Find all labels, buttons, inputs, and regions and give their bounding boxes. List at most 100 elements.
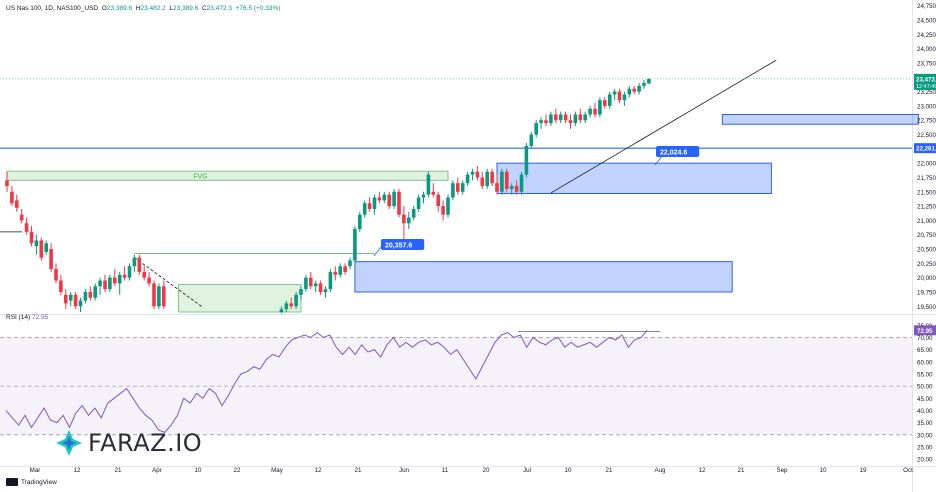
- candle-body: [392, 191, 396, 207]
- price-tick-label: 20,750.0: [917, 232, 936, 239]
- candle-body: [304, 277, 308, 290]
- rsi-tick-label: 70.00: [917, 335, 933, 342]
- time-tick-label: Jun: [399, 467, 410, 474]
- candle-body: [372, 197, 377, 209]
- candle-body: [162, 286, 166, 307]
- close-label: C: [201, 5, 207, 12]
- tag-upper-text: 22,024.6: [660, 150, 687, 157]
- time-tick-label: 22: [234, 467, 241, 474]
- candle-body: [627, 88, 632, 95]
- price-tick-label: 24,500.0: [917, 18, 936, 25]
- open-value: 23,389.6: [106, 5, 133, 12]
- candle-body: [563, 114, 568, 121]
- candle-body: [353, 228, 357, 261]
- candle-body: [98, 280, 102, 287]
- candle-body: [539, 120, 543, 124]
- candle-body: [524, 145, 529, 175]
- time-tick-label: 21: [115, 467, 122, 474]
- candle-body: [407, 217, 411, 224]
- price-tick-label: 20,500.0: [917, 247, 936, 254]
- price-tick-label: 21,750.0: [917, 175, 936, 182]
- candle-body: [15, 200, 19, 208]
- candle-body: [451, 183, 455, 198]
- time-tick-label: Sep: [776, 467, 788, 474]
- time-tick-label: 21: [355, 467, 362, 474]
- candle-body: [598, 100, 602, 115]
- price-tick-label: 20,000.0: [917, 275, 936, 282]
- tag-upper-bg: [656, 146, 700, 157]
- candle-body: [64, 294, 68, 304]
- candle-body: [142, 271, 146, 278]
- candle-body: [147, 277, 151, 284]
- time-tick-label: 11: [442, 467, 449, 474]
- candle-body: [34, 240, 39, 247]
- tag-lower-text: 20,357.6: [385, 243, 412, 250]
- candle-body: [19, 214, 24, 221]
- candle-body: [318, 283, 323, 292]
- candle-body: [382, 194, 387, 201]
- time-tick-label: 21: [606, 467, 613, 474]
- candle-body: [470, 171, 475, 175]
- hline-badge-bg: [914, 143, 936, 154]
- candle-body: [421, 194, 426, 198]
- countdown-text: 12:47:40: [916, 84, 936, 90]
- candle-body: [637, 85, 641, 92]
- low-label: L: [169, 5, 174, 12]
- rsi-header: RSI (14) 72.95: [6, 314, 48, 321]
- open-label: O: [101, 5, 107, 12]
- tag-upper-pointer: [654, 155, 663, 166]
- zone-demand-1: [496, 162, 772, 194]
- hline-badge-text: 22,261.5: [916, 146, 936, 153]
- candle-body: [612, 91, 617, 95]
- rsi-tick-label: 20.00: [917, 457, 933, 464]
- candle-body: [509, 186, 514, 189]
- high-value: 23,482.2: [140, 5, 166, 12]
- candle-body: [578, 114, 583, 121]
- time-tick-label: Mar: [30, 467, 41, 474]
- candle-body: [108, 277, 112, 290]
- time-axis: Mar 12 21 Apr 10 22 May 12 21 Jun 11 20 Jul 10 21 Aug 12…: [30, 467, 913, 474]
- candle-body: [568, 120, 573, 124]
- dashed-projection-line: [134, 257, 204, 308]
- candle-body: [328, 271, 333, 290]
- candle-body: [617, 91, 622, 101]
- candle-body: [113, 277, 117, 284]
- tradingview-footer[interactable]: TradingView: [6, 478, 57, 486]
- candle-body: [29, 231, 34, 244]
- candle-body: [549, 114, 553, 124]
- tag-lower-pointer: [373, 246, 382, 257]
- price-tick-label: 19,500.0: [917, 304, 936, 311]
- candle-body: [529, 134, 534, 146]
- candle-body: [588, 108, 592, 115]
- candle-body: [647, 78, 651, 84]
- candle-body: [10, 191, 14, 204]
- candle-body: [554, 114, 558, 121]
- candle-body: [152, 283, 156, 307]
- brand-name: FARAZ.IO: [88, 429, 203, 457]
- brand-watermark: FARAZ.IO: [54, 428, 202, 458]
- rsi-tick-label: 55.00: [917, 371, 933, 378]
- candle-body: [460, 183, 465, 192]
- chart-header: US Nas 100, 1D, NAS100_USD O23,389.6 H23…: [6, 5, 280, 12]
- price-tick-label: 23,250.0: [917, 89, 936, 96]
- candle-body: [402, 214, 406, 224]
- candle-body: [157, 286, 161, 307]
- rsi-value: 72.95: [32, 314, 49, 321]
- tag-upper: 22,024.6: [656, 146, 700, 157]
- candle-body: [544, 120, 548, 124]
- candle-body: [88, 291, 93, 298]
- candle-body: [446, 197, 450, 215]
- candle-body: [632, 88, 636, 92]
- candle-body: [5, 180, 9, 187]
- brand-logo-icon: [56, 430, 82, 456]
- time-tick-label: Oct: [903, 467, 913, 474]
- candle-body: [294, 294, 298, 307]
- rsi-tick-label: 60.00: [917, 359, 933, 366]
- candle-body: [83, 291, 88, 301]
- last-price-badge-bg: [914, 73, 936, 90]
- candle-body: [387, 194, 391, 207]
- candle-body: [137, 257, 142, 272]
- time-tick-label: Apr: [152, 467, 162, 474]
- time-tick-label: 12: [699, 467, 706, 474]
- candle-body: [117, 274, 122, 284]
